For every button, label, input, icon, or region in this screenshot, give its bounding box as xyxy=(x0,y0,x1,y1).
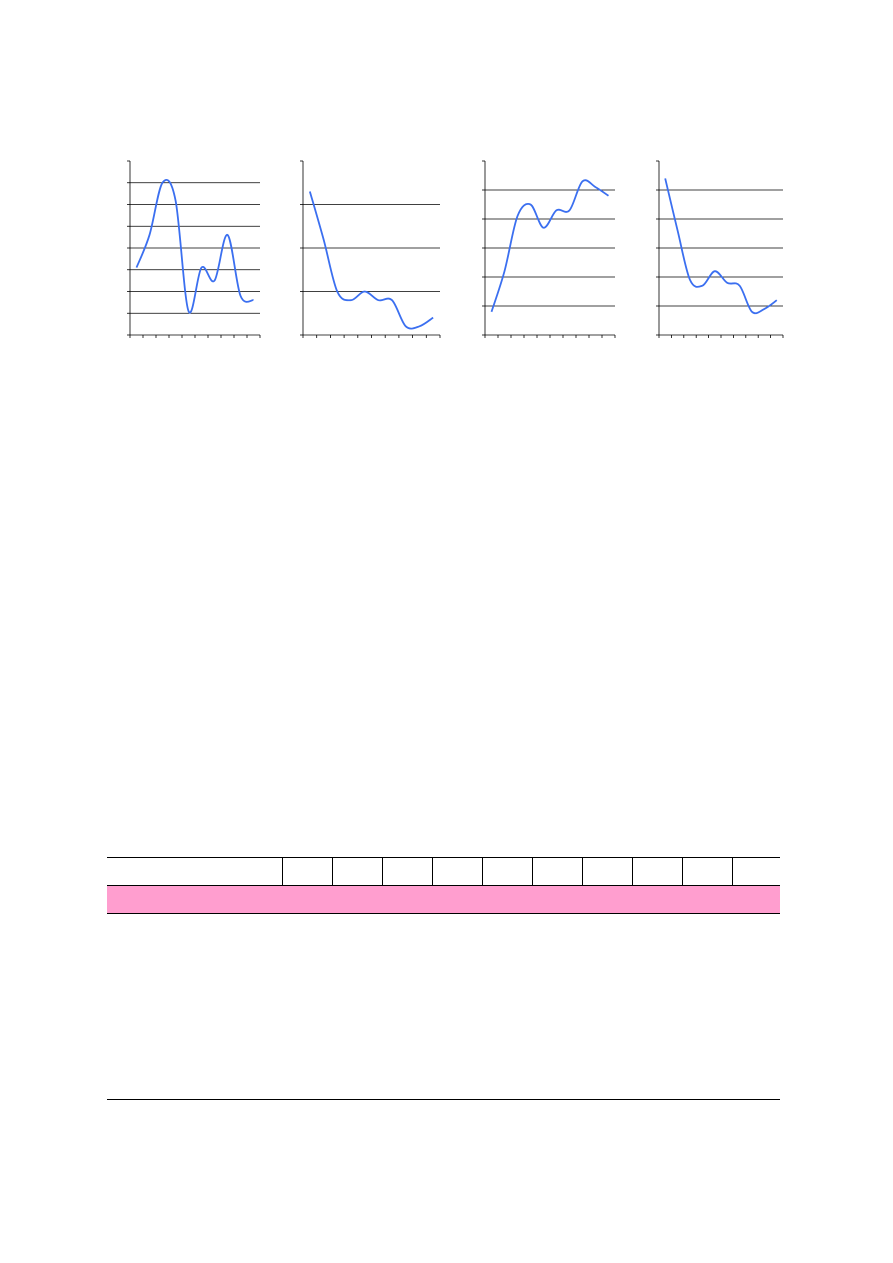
chart xyxy=(127,160,261,338)
line xyxy=(490,179,610,313)
line xyxy=(664,178,778,315)
line xyxy=(135,179,254,314)
table-column-dividers xyxy=(282,857,733,885)
chart xyxy=(656,160,784,338)
table xyxy=(107,857,780,1100)
line xyxy=(308,191,434,330)
chart xyxy=(482,160,616,338)
chart xyxy=(300,160,441,338)
table-highlight-row xyxy=(107,886,780,913)
